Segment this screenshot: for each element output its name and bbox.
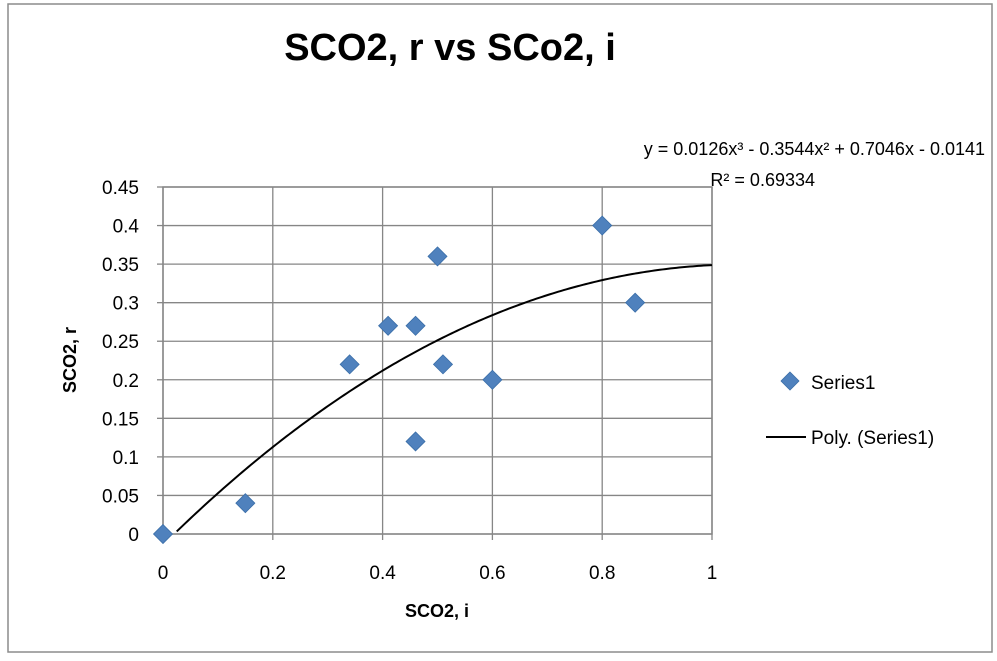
y-tick-label: 0.15: [102, 409, 139, 430]
chart-border: [7, 3, 993, 653]
y-axis-title: SCO2, r: [60, 327, 80, 393]
x-axis-title: SCO2, i: [405, 601, 469, 621]
y-tick-label: 0: [128, 525, 139, 546]
data-point: [235, 493, 256, 514]
data-point: [432, 354, 454, 375]
data-point: [378, 315, 399, 336]
tick-labels: 0 0.05 0.1 0.15 0.2 0.25 0.3 0.35 0.4 0.45 0 0.2 0.4…: [102, 178, 717, 584]
data-point: [405, 431, 426, 452]
x-tick-label: 1: [707, 563, 718, 584]
legend-label-series1: Series1: [811, 373, 875, 394]
y-tick-label: 0.45: [102, 178, 139, 199]
trendline-curve: [176, 264, 713, 533]
data-point: [482, 369, 503, 390]
y-tick-label: 0.4: [113, 217, 140, 238]
y-tick-label: 0.25: [102, 332, 139, 353]
trendline-layer: [176, 264, 713, 533]
x-tick-label: 0: [158, 563, 169, 584]
y-tick-label: 0.3: [113, 294, 139, 315]
legend: Series1 Poly. (Series1): [766, 371, 934, 449]
legend-label-trendline: Poly. (Series1): [811, 428, 934, 449]
legend-marker-series1: [780, 371, 800, 391]
data-point: [427, 246, 448, 267]
data-point: [592, 215, 613, 236]
y-tick-label: 0.05: [102, 486, 139, 507]
y-tick-label: 0.35: [102, 255, 139, 276]
x-tick-label: 0.6: [479, 563, 505, 584]
data-point: [405, 315, 426, 336]
chart-title: SCO2, r vs SCo2, i: [284, 27, 616, 69]
y-tick-label: 0.2: [113, 371, 139, 392]
x-tick-label: 0.8: [589, 563, 615, 584]
data-points: [152, 215, 646, 545]
trendline-equation: y = 0.0126x³ - 0.3544x² + 0.7046x - 0.01…: [644, 139, 985, 159]
y-tick-label: 0.1: [113, 448, 139, 469]
x-tick-label: 0.4: [369, 563, 396, 584]
data-point: [625, 292, 646, 313]
x-tick-label: 0.2: [260, 563, 286, 584]
trendline-r-squared: R² = 0.69334: [710, 170, 815, 190]
data-point: [339, 354, 360, 375]
data-point: [152, 523, 174, 545]
plot-area-border: [162, 186, 713, 535]
